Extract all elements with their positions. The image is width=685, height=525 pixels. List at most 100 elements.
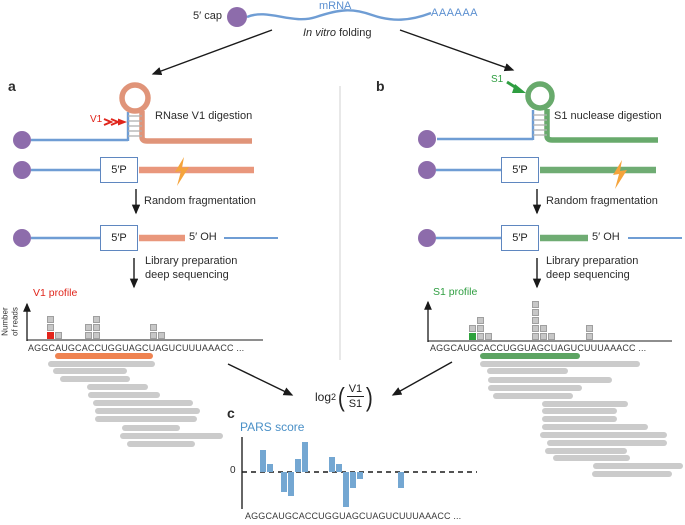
stem-right-b (544, 109, 658, 143)
fraction-numerator: V1 (346, 383, 365, 397)
fragmentation-bolt-b-icon (613, 160, 627, 189)
s1-profile-histogram-read-square (477, 317, 484, 324)
s1-read-pile-fragment (542, 416, 617, 422)
pars-zero-label: 0 (230, 465, 236, 476)
five-prime-cap-label: 5′ cap (193, 10, 222, 22)
v1-profile-histogram-read-square (85, 324, 92, 331)
five-prime-p-box-a2: 5′P (100, 157, 138, 183)
s1-read-pile-fragment (540, 432, 667, 438)
sequence-b: AGGCAUGCACCUGGUAGCUAGUCUUUAAACC ... (430, 343, 647, 353)
v1-profile-histogram-read-square (93, 316, 100, 323)
s1-profile-histogram-read-square (548, 333, 555, 340)
v1-read-pile-fragment (87, 384, 148, 390)
v1-profile-histogram-read-square (47, 332, 54, 339)
invitro-folding-label: In vitro folding (303, 27, 372, 39)
v1-read-pile-fragment (95, 408, 200, 414)
s1-profile-histogram-read-square (485, 333, 492, 340)
converge-arrow-right (391, 361, 453, 396)
pars-score-title: PARS score (240, 420, 305, 434)
s1-profile-histogram-read-square (540, 333, 547, 340)
pars-score-chart-bar (288, 472, 294, 496)
library-prep-label-a-line1: Library preparation (145, 255, 238, 267)
v1-profile-histogram-read-square (47, 316, 54, 323)
v1-read-pile-fragment (93, 400, 193, 406)
v1-read-pile-fragment (88, 392, 160, 398)
s1-read-pile-fragment (542, 424, 648, 430)
sequence-c: AGGCAUGCACCUGGUAGCUAGUCUUUAAACC ... (245, 511, 462, 521)
log-ratio-formula: log 2 ( V1 S1 ) (315, 383, 374, 410)
s1-read-pile-fragment (547, 440, 667, 446)
s1-profile-histogram-read-square (532, 309, 539, 316)
five-prime-p-box-b3: 5′P (501, 225, 539, 251)
pars-score-chart-bar (329, 457, 335, 472)
polya-label: AAAAAA (431, 7, 479, 19)
invitro-italic: In vitro (303, 27, 337, 39)
pars-score-chart-bar (267, 464, 273, 472)
pars-score-chart-bar (357, 472, 363, 479)
v1-read-pile-fragment (53, 368, 127, 374)
pars-score-chart-bar (343, 472, 349, 507)
stem-rungs-a (128, 115, 142, 137)
s1-profile-histogram-read-square (532, 325, 539, 332)
s1-profile-histogram-read-square (477, 333, 484, 340)
s1-read-pile-fragment (593, 463, 683, 469)
v1-read-pile-highlight-fragment (55, 353, 153, 359)
random-fragmentation-label-b: Random fragmentation (546, 195, 658, 207)
v1-profile-label: V1 profile (33, 287, 78, 299)
v1-profile-histogram-read-square (47, 324, 54, 331)
v1-read-pile-fragment (95, 416, 197, 422)
s1-profile-label: S1 profile (433, 286, 478, 298)
library-prep-label-a-line2: deep sequencing (145, 269, 229, 281)
pars-score-chart-bar (350, 472, 356, 488)
five-prime-cap-circle (227, 7, 247, 27)
v1-profile-histogram-read-square (85, 332, 92, 339)
s1-read-pile-fragment (592, 471, 672, 477)
folding-arrow-left (151, 29, 273, 76)
ylabel-line2: of reads (10, 307, 19, 337)
folding-rest: folding (336, 27, 372, 39)
cap-circle-b3 (418, 229, 436, 247)
v1-profile-histogram-read-square (93, 324, 100, 331)
s1-cleavage-bolt-icon (506, 80, 526, 93)
s1-profile-histogram-read-square (532, 333, 539, 340)
s1-read-pile-fragment (545, 448, 627, 454)
s1-profile-histogram-read-square (477, 325, 484, 332)
s1-profile-histogram-read-square (469, 333, 476, 340)
number-of-reads-axis-label: Number of reads (0, 299, 19, 345)
s1-profile-histogram-read-square (469, 325, 476, 332)
s1-nuclease-digestion-label: S1 nuclease digestion (554, 110, 662, 122)
random-fragmentation-label-a: Random fragmentation (144, 195, 256, 207)
v1-read-pile-fragment (122, 425, 180, 431)
s1-profile-histogram-read-square (586, 325, 593, 332)
s1-enzyme-label: S1 (491, 74, 504, 85)
sequence-a: AGGCAUGCACCUGGUAGCUAGUCUUUAAACC ... (28, 343, 245, 353)
pars-score-chart-bar (295, 459, 301, 472)
s1-read-pile-fragment (480, 361, 640, 367)
s1-read-pile-fragment (488, 385, 582, 391)
five-prime-oh-label-b: 5′ OH (592, 231, 620, 243)
mrna-strand (246, 9, 432, 21)
v1-read-pile-fragment (127, 441, 195, 447)
library-prep-label-b-line2: deep sequencing (546, 269, 630, 281)
pars-score-chart-bar (281, 472, 287, 492)
v1-profile-histogram-read-square (158, 332, 165, 339)
stem-rungs-b (533, 114, 547, 136)
pars-score-chart-bar (336, 464, 342, 472)
v1-read-pile-fragment (60, 376, 130, 382)
v1-read-pile-fragment (48, 361, 155, 367)
v1-profile-histogram-read-square (93, 332, 100, 339)
five-prime-oh-label-a: 5′ OH (189, 231, 217, 243)
panel-a-letter: a (8, 78, 16, 94)
v1-s1-fraction: V1 S1 (346, 383, 365, 410)
panel-b-letter: b (376, 78, 385, 94)
v1-profile-histogram-read-square (55, 332, 62, 339)
panel-c-letter: c (227, 405, 235, 421)
s1-read-pile-fragment (487, 368, 568, 374)
s1-read-pile-fragment (553, 455, 630, 461)
v1-cleavage-bolt-icon (103, 118, 127, 126)
cap-circle-b2 (418, 161, 436, 179)
s1-read-pile-fragment (488, 377, 612, 383)
